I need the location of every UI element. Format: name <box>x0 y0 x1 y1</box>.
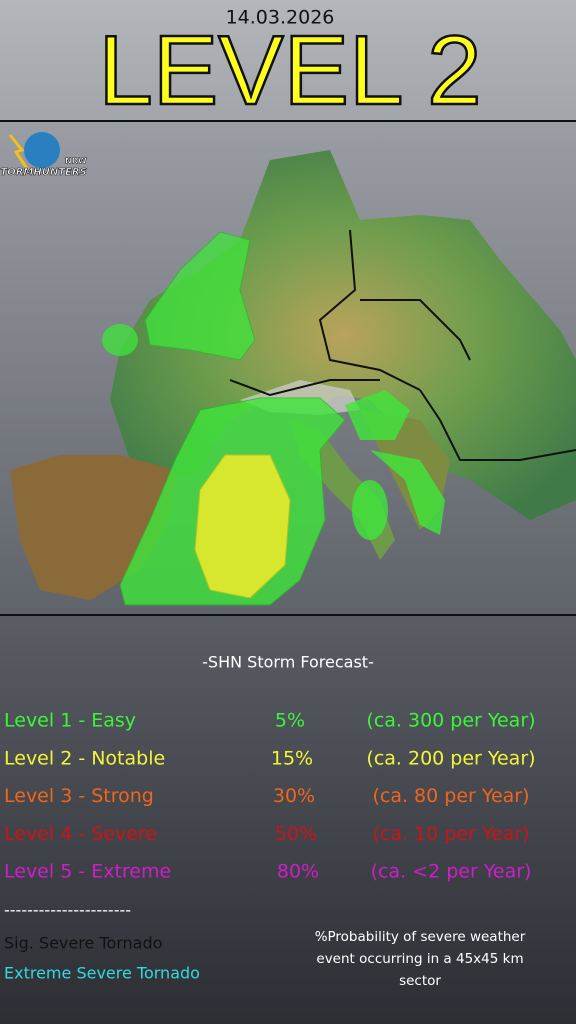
level-name: Level 5 - Extreme <box>4 861 171 883</box>
legend-title: -SHN Storm Forecast- <box>202 653 374 672</box>
land <box>110 150 576 520</box>
note-line: sector <box>399 973 441 989</box>
level-probability: 50% <box>275 823 317 845</box>
logo-bolt <box>8 134 30 171</box>
note: %Probability of severe weather event occu… <box>315 929 526 989</box>
level-name: Level 2 - Notable <box>4 747 165 769</box>
level-frequency: (ca. 200 per Year) <box>366 747 535 769</box>
logo-icon <box>24 132 60 168</box>
borders <box>229 229 576 461</box>
level-1-area <box>144 231 256 361</box>
tornado-label: Extreme Severe Tornado <box>4 964 200 983</box>
level-probability: 5% <box>275 710 305 732</box>
logo: NRW STORMHUNTERS <box>0 132 87 178</box>
level-1-area <box>345 390 410 440</box>
level-2-area <box>194 454 291 599</box>
separator: ---------------------- <box>4 901 131 920</box>
level-1-area <box>102 324 138 356</box>
level-probability: 15% <box>271 747 313 769</box>
level-name: Level 3 - Strong <box>4 785 154 807</box>
level-1-area <box>352 480 388 540</box>
map <box>0 122 576 614</box>
level-frequency: (ca. 300 per Year) <box>366 710 535 732</box>
logo-badge: NRW <box>65 157 87 166</box>
level-probability: 80% <box>277 861 319 883</box>
tornado-label: Sig. Severe Tornado <box>4 934 162 953</box>
level-frequency: (ca. 10 per Year) <box>372 823 529 845</box>
level-probability: 30% <box>273 785 315 807</box>
date: 14.03.2026 <box>226 7 335 29</box>
logo-name: STORMHUNTERS <box>0 167 87 178</box>
levels: Level 1 - Easy 5% (ca. 300 per Year) Level … <box>4 710 536 883</box>
level-title: LEVEL 2 <box>98 15 481 125</box>
level-1-area <box>370 450 445 535</box>
level-frequency: (ca. 80 per Year) <box>372 785 529 807</box>
level-frequency: (ca. <2 per Year) <box>371 861 532 883</box>
note-line: %Probability of severe weather <box>315 929 526 945</box>
level-name: Level 4 - Severe <box>4 823 157 845</box>
note-line: event occurring in a 45x45 km <box>316 951 523 967</box>
level-name: Level 1 - Easy <box>4 710 136 732</box>
tornado-legend: Sig. Severe Tornado Extreme Severe Tornad… <box>4 934 200 983</box>
